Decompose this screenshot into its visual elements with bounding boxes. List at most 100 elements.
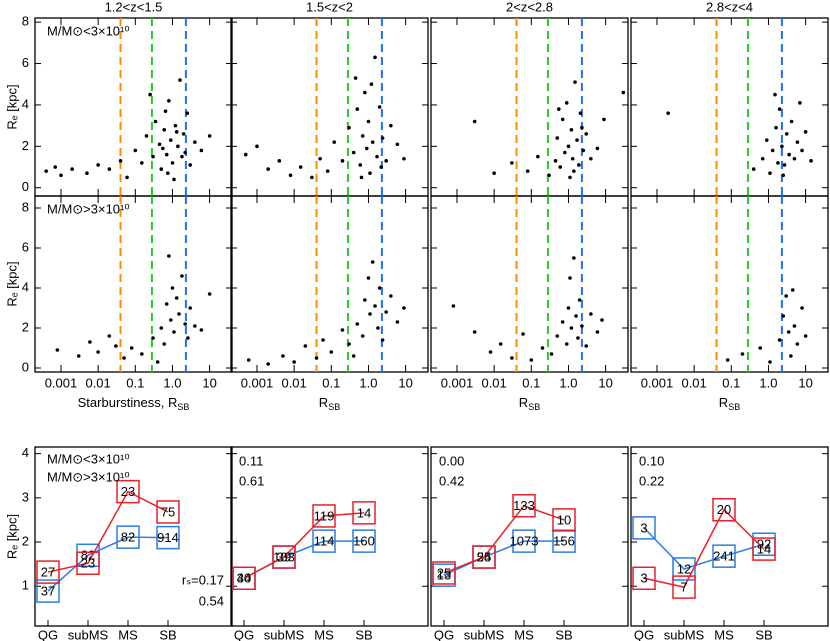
count-label: 156: [553, 534, 575, 549]
marker-box: [156, 525, 180, 550]
y-tick-label: 6: [22, 55, 29, 70]
point: [151, 154, 155, 159]
point: [168, 138, 173, 142]
point: [570, 156, 575, 161]
x-axis-label-sub: SB: [177, 402, 189, 412]
point: [243, 152, 248, 157]
point: [140, 352, 144, 356]
point: [318, 156, 322, 161]
point: [580, 324, 584, 328]
x-tick-label: 0.001: [45, 375, 78, 390]
x-tick-label: QG: [234, 627, 254, 641]
marker-box: [552, 508, 576, 532]
point: [574, 314, 578, 318]
count-label: 3: [640, 520, 647, 535]
point: [174, 130, 179, 134]
point: [85, 171, 89, 176]
point: [368, 171, 372, 176]
panel-title: 1.5<z<2: [306, 0, 353, 14]
point: [525, 169, 530, 173]
x-tick-label: 1.0: [559, 375, 577, 390]
x-axis-label-sub: SB: [328, 402, 340, 412]
point: [277, 159, 282, 163]
x-tick-label: subMS: [68, 627, 109, 641]
panel-frame: [430, 195, 629, 373]
point: [569, 326, 574, 330]
y-tick-label: 1: [22, 578, 29, 593]
point: [168, 318, 173, 322]
stat-label: 0.42: [439, 473, 464, 488]
point: [107, 334, 112, 338]
marker-box: [76, 551, 100, 575]
count-label: 12: [677, 561, 691, 576]
point: [363, 298, 367, 302]
x-tick-label: 0.01: [85, 375, 110, 390]
point: [207, 134, 212, 138]
count-label: 75: [161, 504, 175, 519]
point: [809, 159, 813, 163]
point: [575, 138, 579, 142]
point: [784, 294, 788, 298]
x-axis-label-main: R: [319, 395, 328, 410]
count-label: 10: [557, 512, 571, 527]
y-tick-label: 2: [22, 533, 29, 548]
panel-frame: [230, 446, 429, 627]
point: [790, 288, 795, 292]
point: [384, 159, 388, 163]
series-line: [47, 490, 169, 573]
count-label: 82: [121, 530, 135, 545]
y-axis-label: Rₑ [kpc]: [4, 84, 19, 129]
point: [347, 125, 351, 130]
count-label: 25: [477, 549, 491, 564]
marker-box: [352, 501, 376, 525]
x-tick-label: subMS: [464, 627, 505, 641]
point: [353, 76, 358, 80]
point: [373, 55, 377, 60]
x-tick-label: 10: [598, 375, 612, 390]
count-label: 1073: [510, 534, 539, 549]
point: [281, 354, 285, 358]
marker-box: [156, 500, 180, 524]
point: [59, 173, 63, 178]
x-tick-label: 0.001: [441, 375, 474, 390]
stat-label: 0.61: [239, 473, 264, 488]
marker-box: [672, 575, 696, 599]
x-axis-label-sub: SB: [728, 402, 740, 412]
point: [310, 175, 314, 180]
point: [177, 312, 181, 316]
point: [389, 123, 393, 128]
panel-frame: [430, 446, 629, 627]
panel-frame: [630, 17, 829, 197]
series-line: [443, 504, 565, 574]
point: [595, 330, 600, 334]
marker-box: [512, 494, 536, 518]
x-tick-label: 10: [798, 375, 812, 390]
x-tick-label: MS: [314, 627, 334, 641]
x-tick-label: 0.1: [126, 375, 144, 390]
point: [174, 296, 179, 300]
point: [133, 148, 138, 153]
x-tick-label: 0.01: [281, 375, 306, 390]
point: [581, 148, 586, 153]
stat-label: 0.54: [199, 593, 224, 608]
marker-box: [712, 544, 736, 568]
point: [176, 144, 180, 149]
point: [164, 302, 169, 306]
point: [161, 146, 165, 151]
point: [164, 152, 169, 157]
point: [358, 163, 363, 167]
point: [768, 171, 772, 176]
point: [402, 306, 406, 310]
point: [540, 346, 545, 350]
legend-entry: M/M⊙<3×10¹⁰: [47, 451, 130, 466]
point: [784, 132, 789, 136]
point: [44, 169, 48, 173]
marker-box: [116, 525, 140, 549]
point: [764, 138, 769, 142]
x-axis-label-sub: SB: [528, 402, 540, 412]
point: [140, 161, 144, 165]
x-tick-label: SB: [555, 627, 572, 641]
panel-frame: [630, 195, 829, 373]
point: [768, 360, 772, 364]
y-tick-label: 3: [22, 489, 29, 504]
